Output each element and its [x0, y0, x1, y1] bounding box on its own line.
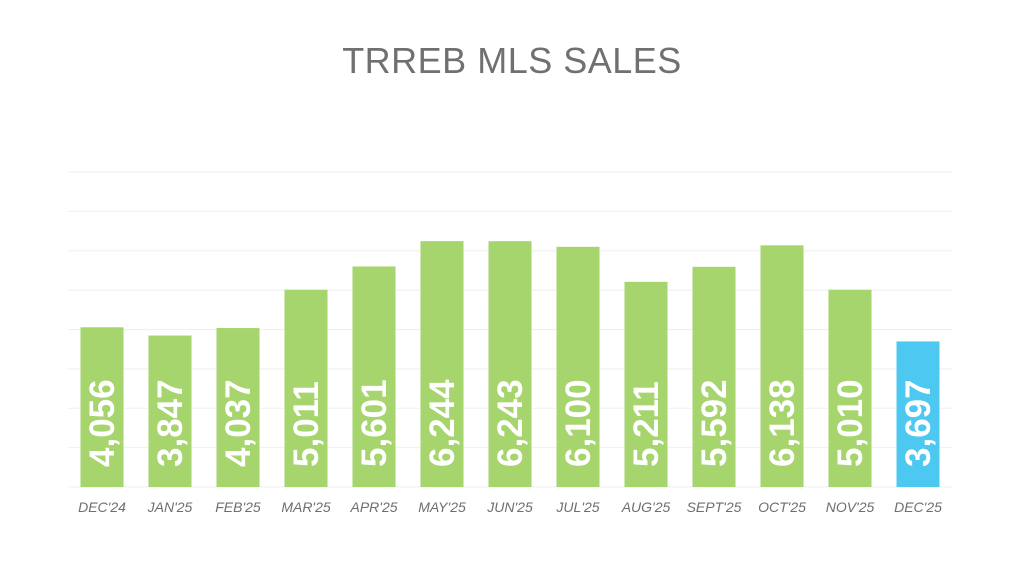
data-label: 6,100 — [559, 379, 598, 467]
x-axis-ticks: DEC'24 JAN'25 FEB'25 MAR'25 APR'25 MAY'25 JUN'… — [78, 499, 942, 515]
bar — [556, 246, 600, 487]
bar — [760, 245, 804, 487]
bar — [80, 327, 124, 487]
bar — [352, 266, 396, 487]
data-label: 5,601 — [355, 379, 394, 467]
chart-title: TRREB MLS SALES — [342, 40, 682, 81]
bar — [216, 328, 260, 487]
x-tick-label: MAY'25 — [418, 499, 466, 515]
bar — [420, 241, 464, 487]
data-label: 5,592 — [695, 379, 734, 467]
x-tick-label: JAN'25 — [147, 499, 193, 515]
data-label: 6,138 — [763, 379, 802, 467]
x-tick-label: FEB'25 — [215, 499, 261, 515]
data-label: 5,011 — [287, 381, 326, 467]
bar — [896, 341, 940, 487]
bar — [624, 281, 668, 487]
bar — [488, 241, 532, 487]
bar — [692, 266, 736, 487]
data-label: 6,244 — [423, 379, 462, 467]
x-tick-label: OCT'25 — [758, 499, 806, 515]
bar — [828, 289, 872, 487]
x-tick-label: DEC'24 — [78, 499, 126, 515]
data-label: 6,243 — [491, 379, 530, 467]
data-label: 4,037 — [219, 379, 258, 467]
x-tick-label: JUN'25 — [486, 499, 533, 515]
data-label: 5,010 — [831, 379, 870, 467]
data-label: 4,056 — [83, 379, 122, 467]
bar — [148, 335, 192, 487]
bars — [80, 241, 940, 487]
x-tick-label: MAR'25 — [281, 499, 331, 515]
data-labels: 4,056 3,847 4,037 5,011 5,601 6,244 6,243 6,100… — [83, 379, 938, 467]
x-tick-label: SEPT'25 — [687, 499, 742, 515]
x-tick-label: DEC'25 — [894, 499, 942, 515]
data-label: 5,211 — [627, 381, 666, 467]
bar — [284, 289, 328, 487]
x-tick-label: JUL'25 — [555, 499, 599, 515]
x-tick-label: AUG'25 — [621, 499, 671, 515]
x-tick-label: APR'25 — [349, 499, 397, 515]
data-label: 3,697 — [899, 379, 938, 467]
x-tick-label: NOV'25 — [826, 499, 875, 515]
data-label: 3,847 — [151, 379, 190, 467]
